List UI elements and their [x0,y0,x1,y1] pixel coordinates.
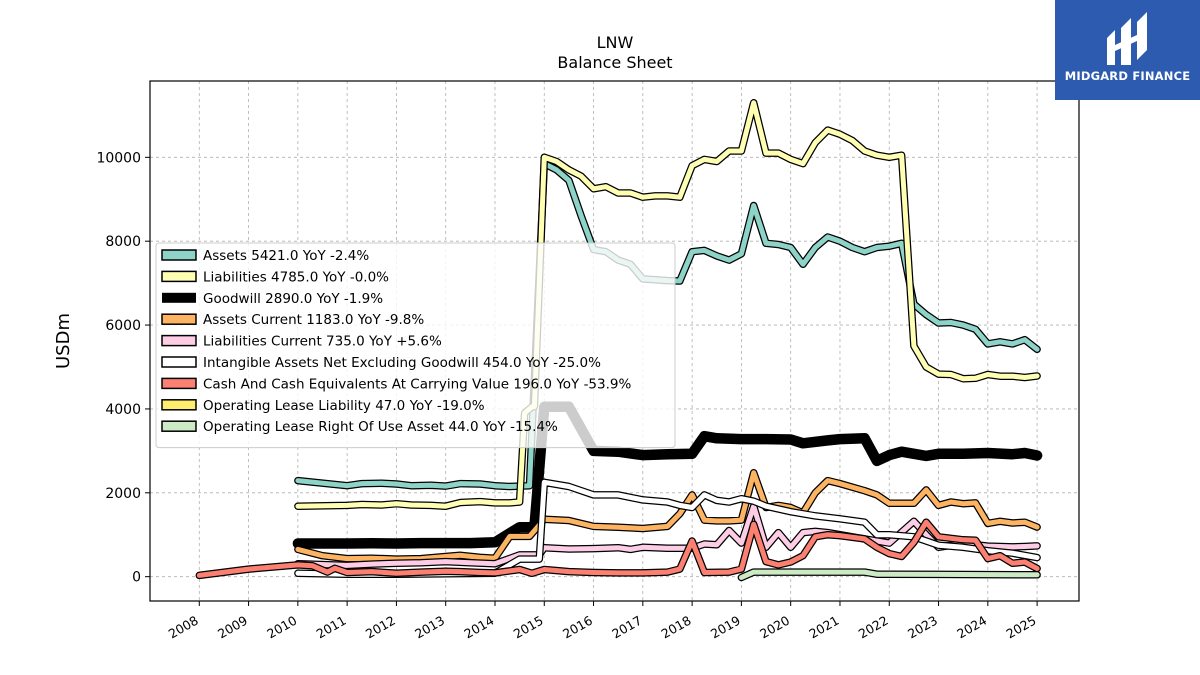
x-tick-label: 2013 [412,613,447,642]
legend-entry: Liabilities 4785.0 YoY -0.0% [203,269,389,285]
legend-swatch [161,270,197,283]
x-tick-label: 2014 [461,613,496,642]
series-line-liabilities-current [295,503,1040,568]
x-tick-label: 2012 [363,613,398,642]
x-tick-label: 2021 [806,613,841,642]
x-tick-label: 2018 [659,613,694,642]
legend-swatch [161,377,197,390]
legend-box [155,242,676,449]
x-tick-label: 2019 [708,613,743,642]
series-lines [195,99,1043,582]
series-line-liabilities [295,100,1040,509]
legend-swatch [162,292,196,303]
x-tick-label: 2020 [757,613,792,642]
y-tick-label: 10000 [96,150,141,166]
x-tick-label: 2023 [905,613,940,642]
brand-logo: MIDGARD FINANCE [1055,0,1200,100]
series-line-assets [295,161,1040,489]
y-tick-label: 4000 [105,402,141,418]
chart-title: LNW [597,33,634,52]
x-tick-label: 2017 [609,613,644,642]
x-tick-label: 2016 [560,613,595,642]
series-line-intangible-assets-net-excluding-goodwill [295,479,1040,577]
legend-swatch [161,313,197,325]
x-tick-label: 2015 [511,613,546,642]
x-tick-label: 2011 [314,613,349,642]
legend-entry: Assets 5421.0 YoY -2.4% [203,248,369,264]
y-axis-label: USDm [53,313,74,369]
x-tick-label: 2009 [215,613,250,642]
legend-entry: Liabilities Current 735.0 YoY +5.6% [203,334,442,350]
chart-subtitle: Balance Sheet [557,53,672,72]
y-tick-label: 8000 [105,234,141,250]
series-line-goodwill [293,402,1042,548]
brand-name: MIDGARD FINANCE [1064,69,1191,83]
y-tick-label: 6000 [105,318,141,334]
series-line-assets-current [295,470,1040,562]
legend: Assets 5421.0 YoY -2.4% Liabilities 4785.… [155,242,676,449]
x-tick-label: 2010 [264,613,299,642]
legend-swatch [161,399,197,411]
legend-entry: Operating Lease Liability 47.0 YoY -19.0… [203,398,485,414]
legend-swatch [161,420,197,432]
legend-entry: Intangible Assets Net Excluding Goodwill… [203,355,601,371]
x-tick-label: 2022 [856,613,891,642]
legend-entry: Cash And Cash Equivalents At Carrying Va… [203,376,631,392]
x-tick-label: 2025 [1004,613,1039,642]
y-tick-label: 2000 [105,486,141,502]
legend-entry: Goodwill 2890.0 YoY -1.9% [203,291,383,307]
legend-entry: Assets Current 1183.0 YoY -9.8% [203,312,424,328]
legend-entry: Operating Lease Right Of Use Asset 44.0 … [203,419,558,435]
brand-mark-icon [1107,12,1147,65]
x-tick-label: 2008 [166,613,201,642]
y-tick-label: 0 [132,570,141,586]
legend-swatch [161,249,197,261]
series-line-operating-lease-right-of-use-asset [738,569,1040,580]
x-tick-label: 2024 [954,613,989,642]
plot-frame [149,80,1080,602]
series-line-cash-and-cash-equivalents-at-carrying-value [196,519,1040,578]
legend-swatch [161,356,197,368]
legend-swatch [161,334,197,347]
